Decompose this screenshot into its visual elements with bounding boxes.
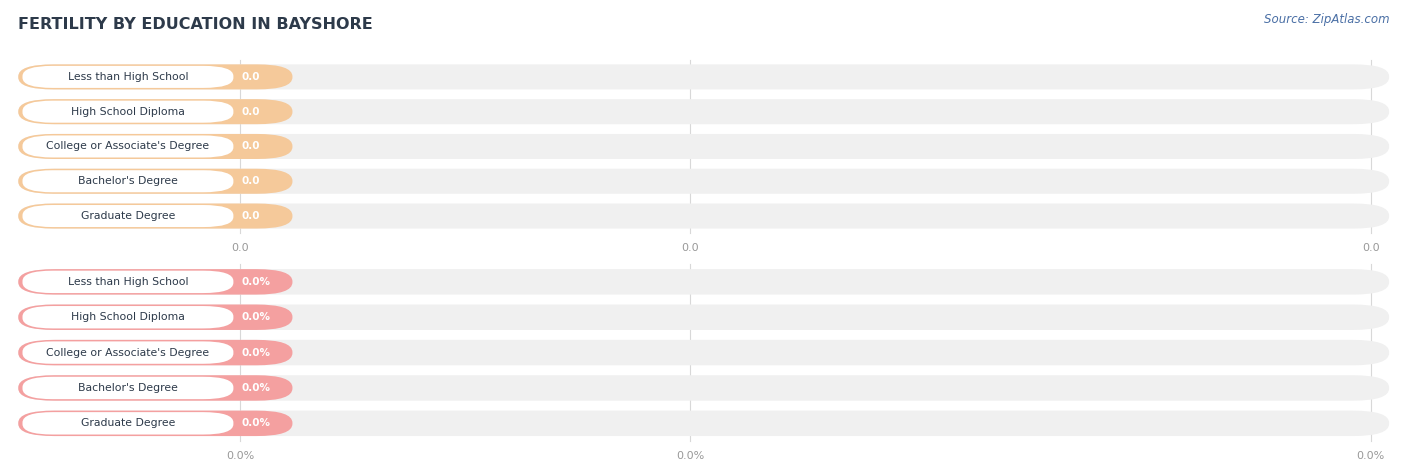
Text: College or Associate's Degree: College or Associate's Degree <box>46 141 209 151</box>
Text: 0.0%: 0.0% <box>676 451 704 461</box>
FancyBboxPatch shape <box>22 271 233 293</box>
FancyBboxPatch shape <box>18 375 1389 401</box>
Text: 0.0: 0.0 <box>682 243 699 253</box>
Text: 0.0%: 0.0% <box>242 312 271 322</box>
FancyBboxPatch shape <box>22 412 233 435</box>
FancyBboxPatch shape <box>22 341 233 364</box>
Text: 0.0: 0.0 <box>242 211 260 221</box>
Text: Bachelor's Degree: Bachelor's Degree <box>77 383 179 393</box>
FancyBboxPatch shape <box>18 411 292 436</box>
FancyBboxPatch shape <box>18 134 1389 159</box>
FancyBboxPatch shape <box>18 305 1389 330</box>
Text: Less than High School: Less than High School <box>67 277 188 287</box>
Text: Graduate Degree: Graduate Degree <box>80 418 176 428</box>
FancyBboxPatch shape <box>18 340 1389 365</box>
Text: 0.0%: 0.0% <box>242 383 271 393</box>
FancyBboxPatch shape <box>22 100 233 123</box>
Text: 0.0: 0.0 <box>242 72 260 82</box>
FancyBboxPatch shape <box>18 64 1389 89</box>
Text: High School Diploma: High School Diploma <box>72 107 184 117</box>
FancyBboxPatch shape <box>18 375 292 401</box>
FancyBboxPatch shape <box>22 66 233 88</box>
Text: FERTILITY BY EDUCATION IN BAYSHORE: FERTILITY BY EDUCATION IN BAYSHORE <box>18 17 373 32</box>
Text: Graduate Degree: Graduate Degree <box>80 211 176 221</box>
Text: 0.0: 0.0 <box>242 176 260 186</box>
FancyBboxPatch shape <box>18 204 292 228</box>
FancyBboxPatch shape <box>18 204 1389 228</box>
Text: Source: ZipAtlas.com: Source: ZipAtlas.com <box>1264 13 1389 26</box>
Text: 0.0%: 0.0% <box>226 451 254 461</box>
FancyBboxPatch shape <box>18 169 292 194</box>
Text: 0.0%: 0.0% <box>1357 451 1385 461</box>
FancyBboxPatch shape <box>22 377 233 399</box>
FancyBboxPatch shape <box>18 340 292 365</box>
FancyBboxPatch shape <box>18 99 292 124</box>
Text: Bachelor's Degree: Bachelor's Degree <box>77 176 179 186</box>
Text: 0.0%: 0.0% <box>242 418 271 428</box>
Text: 0.0: 0.0 <box>242 141 260 151</box>
FancyBboxPatch shape <box>18 99 1389 124</box>
FancyBboxPatch shape <box>18 305 292 330</box>
Text: 0.0: 0.0 <box>242 107 260 117</box>
FancyBboxPatch shape <box>18 269 292 295</box>
FancyBboxPatch shape <box>18 134 292 159</box>
Text: Less than High School: Less than High School <box>67 72 188 82</box>
FancyBboxPatch shape <box>22 170 233 192</box>
FancyBboxPatch shape <box>18 411 1389 436</box>
FancyBboxPatch shape <box>18 64 292 89</box>
Text: 0.0: 0.0 <box>1362 243 1379 253</box>
Text: College or Associate's Degree: College or Associate's Degree <box>46 347 209 357</box>
Text: 0.0%: 0.0% <box>242 347 271 357</box>
FancyBboxPatch shape <box>22 306 233 328</box>
FancyBboxPatch shape <box>18 169 1389 194</box>
FancyBboxPatch shape <box>22 136 233 158</box>
FancyBboxPatch shape <box>18 269 1389 295</box>
FancyBboxPatch shape <box>22 205 233 227</box>
Text: 0.0%: 0.0% <box>242 277 271 287</box>
Text: 0.0: 0.0 <box>232 243 249 253</box>
Text: High School Diploma: High School Diploma <box>72 312 184 322</box>
